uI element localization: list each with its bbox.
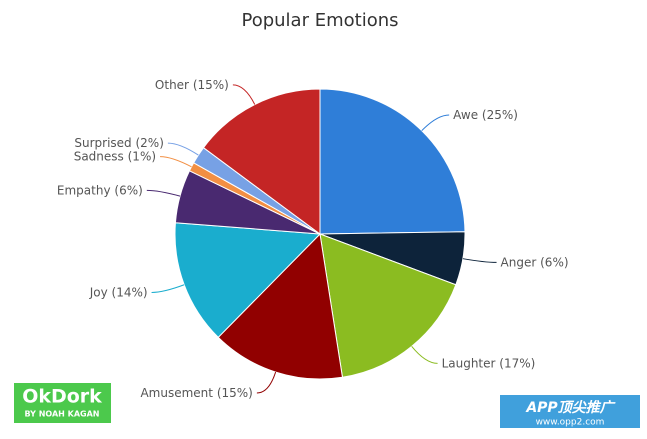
chart-title: Popular Emotions <box>242 10 399 31</box>
pie-slice <box>319 88 466 235</box>
value-label: (1%) <box>128 149 156 163</box>
category-label: Sadness <box>74 149 124 163</box>
category-label: Anger <box>501 255 537 269</box>
value-label: (6%) <box>540 255 568 269</box>
connector <box>256 371 277 394</box>
watermark-box <box>500 395 640 428</box>
connector <box>146 189 181 197</box>
data-label: Other (15%) <box>155 77 229 91</box>
category-label: Empathy <box>57 183 111 197</box>
category-label: Joy <box>89 285 108 299</box>
value-label: (25%) <box>482 107 518 121</box>
value-label: (15%) <box>193 77 229 91</box>
data-label: Laughter (17%) <box>442 356 536 370</box>
value-label: (17%) <box>499 356 535 370</box>
connector <box>411 346 438 364</box>
data-label: Awe (25%) <box>453 107 518 121</box>
value-label: (14%) <box>112 285 148 299</box>
data-label: Surprised (2%) <box>74 136 164 150</box>
watermark: APP顶尖推广 www.opp2.com <box>500 395 640 428</box>
value-label: (15%) <box>217 385 253 399</box>
category-label: Amusement <box>140 385 213 399</box>
data-label: Amusement (15%) <box>140 385 252 399</box>
connector <box>421 114 450 132</box>
data-label: Anger (6%) <box>501 255 569 269</box>
connector <box>167 142 199 156</box>
value-label: (6%) <box>114 183 142 197</box>
data-label: Sadness (1%) <box>74 149 156 163</box>
category-label: Surprised <box>74 136 131 150</box>
pie-slice <box>174 222 322 339</box>
connector <box>462 258 497 263</box>
connector <box>151 284 185 293</box>
logo-tagline: BY NOAH KAGAN <box>24 410 99 419</box>
category-label: Laughter <box>442 356 496 370</box>
connector <box>232 84 256 105</box>
logo-name: OkDork <box>22 386 102 408</box>
value-label: (2%) <box>135 136 163 150</box>
data-label: Joy (14%) <box>89 285 148 299</box>
logo: OkDork BY NOAH KAGAN <box>14 383 111 423</box>
category-label: Awe <box>453 107 478 121</box>
watermark-url: www.opp2.com <box>536 418 605 428</box>
logo-box <box>14 383 111 423</box>
watermark-name: APP顶尖推广 <box>525 399 615 416</box>
connector <box>160 156 192 168</box>
data-label: Empathy (6%) <box>57 183 143 197</box>
category-label: Other <box>155 77 189 91</box>
